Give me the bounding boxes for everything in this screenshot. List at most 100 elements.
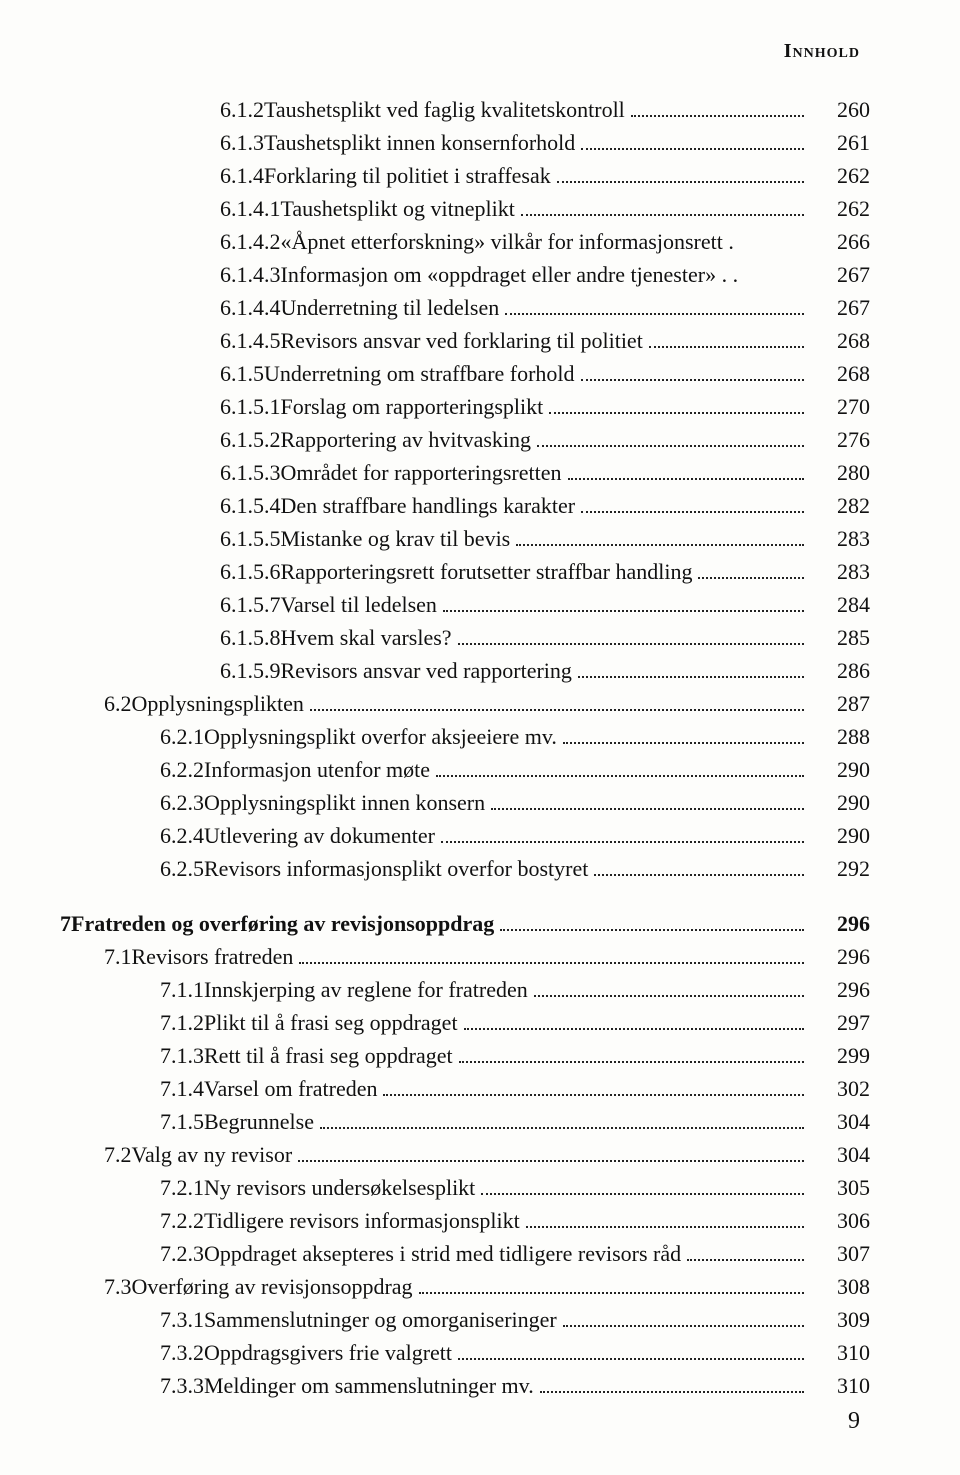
toc-entry-page: 290: [810, 786, 870, 819]
toc-entry: 6.1.4.4 Underretning til ledelsen267: [60, 291, 870, 324]
toc-entry-page: 266: [810, 225, 870, 258]
toc-entry-title: Informasjon om «oppdraget eller andre tj…: [281, 258, 739, 291]
toc-entry-page: 283: [810, 555, 870, 588]
toc-entry-number: 6.1.5.4: [220, 489, 281, 522]
toc-leader-dots: [481, 1175, 804, 1195]
toc-list: 6.1.2 Taushetsplikt ved faglig kvalitets…: [60, 93, 870, 1402]
toc-entry-title: Overføring av revisjonsoppdrag: [132, 1270, 413, 1303]
toc-entry: 6.1.5.5 Mistanke og krav til bevis283: [60, 522, 870, 555]
toc-entry-page: 267: [810, 258, 870, 291]
toc-entry-title: Taushetsplikt ved faglig kvalitetskontro…: [264, 93, 625, 126]
toc-leader-dots: [320, 1109, 804, 1129]
toc-entry-title: Valg av ny revisor: [132, 1138, 293, 1171]
toc-entry-page: 287: [810, 687, 870, 720]
toc-entry-title: Forklaring til politiet i straffesak: [264, 159, 551, 192]
toc-leader-dots: [419, 1274, 804, 1294]
toc-entry-number: 6.1.5.9: [220, 654, 281, 687]
toc-entry-title: Revisors fratreden: [132, 940, 294, 973]
toc-leader-dots: [464, 1010, 804, 1030]
toc-entry-number: 7.2.1: [160, 1171, 204, 1204]
toc-entry-page: 268: [810, 357, 870, 390]
toc-entry: 6.1.5 Underretning om straffbare forhold…: [60, 357, 870, 390]
toc-entry: 6.2.4 Utlevering av dokumenter290: [60, 819, 870, 852]
toc-entry-page: 282: [810, 489, 870, 522]
toc-entry: 7.1.4 Varsel om fratreden302: [60, 1072, 870, 1105]
toc-entry: 6.1.5.1 Forslag om rapporteringsplikt270: [60, 390, 870, 423]
toc-entry-title: Taushetsplikt innen konsernforhold: [264, 126, 575, 159]
toc-entry-title: Området for rapporteringsretten: [281, 456, 562, 489]
toc-entry-page: 304: [810, 1138, 870, 1171]
toc-entry-title: Revisors ansvar ved forklaring til polit…: [281, 324, 643, 357]
toc-entry-page: 292: [810, 852, 870, 885]
toc-leader-dots: [441, 823, 804, 843]
toc-entry-title: Underretning til ledelsen: [281, 291, 500, 324]
toc-entry: 6.1.5.4 Den straffbare handlings karakte…: [60, 489, 870, 522]
toc-entry: 6.1.4.1 Taushetsplikt og vitneplikt262: [60, 192, 870, 225]
toc-entry-number: 6.1.4: [220, 159, 264, 192]
toc-entry: 6.2.5 Revisors informasjonsplikt overfor…: [60, 852, 870, 885]
toc-entry-number: 6.1.2: [220, 93, 264, 126]
toc-entry-title: Revisors informasjonsplikt overfor bosty…: [204, 852, 588, 885]
toc-entry-page: 285: [810, 621, 870, 654]
toc-entry: 7.3.1 Sammenslutninger og omorganisering…: [60, 1303, 870, 1336]
toc-entry-page: 262: [810, 159, 870, 192]
toc-entry-page: 297: [810, 1006, 870, 1039]
toc-leader-dots: [443, 592, 804, 612]
toc-entry: 6.1.5.6 Rapporteringsrett forutsetter st…: [60, 555, 870, 588]
toc-entry: 7.2.3 Oppdraget aksepteres i strid med t…: [60, 1237, 870, 1270]
toc-entry-title: Meldinger om sammenslutninger mv.: [204, 1369, 534, 1402]
toc-leader-dots: [594, 856, 804, 876]
toc-entry-number: 7.1.3: [160, 1039, 204, 1072]
toc-entry-title: Forslag om rapporteringsplikt: [281, 390, 544, 423]
toc-entry: 6.2.2 Informasjon utenfor møte290: [60, 753, 870, 786]
toc-entry-title: Opplysningsplikt innen konsern: [204, 786, 485, 819]
toc-entry-number: 7.2.2: [160, 1204, 204, 1237]
toc-leader-dots: [578, 658, 804, 678]
toc-entry-page: 262: [810, 192, 870, 225]
toc-entry: 6.1.4 Forklaring til politiet i straffes…: [60, 159, 870, 192]
toc-entry-page: 261: [810, 126, 870, 159]
toc-entry: 7.1 Revisors fratreden296: [60, 940, 870, 973]
toc-entry-number: 6.1.4.2: [220, 225, 281, 258]
toc-entry: 6.1.5.2 Rapportering av hvitvasking276: [60, 423, 870, 456]
toc-entry-title: Sammenslutninger og omorganiseringer: [204, 1303, 557, 1336]
toc-entry: 7.3.2 Oppdragsgivers frie valgrett310: [60, 1336, 870, 1369]
toc-entry-number: 6.1.4.4: [220, 291, 281, 324]
toc-entry-page: 309: [810, 1303, 870, 1336]
toc-leader-dots: [459, 1043, 804, 1063]
toc-entry-page: 260: [810, 93, 870, 126]
toc-entry: 6.1.5.7 Varsel til ledelsen284: [60, 588, 870, 621]
toc-entry-page: 307: [810, 1237, 870, 1270]
toc-leader-dots: [383, 1076, 804, 1096]
toc-entry-page: 305: [810, 1171, 870, 1204]
toc-entry-number: 6.2: [104, 687, 132, 720]
toc-entry-number: 6.1.5.7: [220, 588, 281, 621]
toc-leader-dots: [557, 163, 804, 183]
toc-entry-title: Rapporteringsrett forutsetter straffbar …: [281, 555, 693, 588]
toc-entry-page: 268: [810, 324, 870, 357]
toc-entry-title: Ny revisors undersøkelsesplikt: [204, 1171, 475, 1204]
toc-entry-title: Opplysningsplikten: [132, 687, 304, 720]
toc-entry-number: 6.1.4.5: [220, 324, 281, 357]
toc-entry-number: 7.3.3: [160, 1369, 204, 1402]
toc-entry-page: 308: [810, 1270, 870, 1303]
toc-entry: 7.1.1 Innskjerping av reglene for fratre…: [60, 973, 870, 1006]
toc-entry-title: Rett til å frasi seg oppdraget: [204, 1039, 453, 1072]
toc-leader-dots: [631, 97, 804, 117]
toc-entry: 6.1.4.5 Revisors ansvar ved forklaring t…: [60, 324, 870, 357]
toc-leader-dots: [687, 1241, 804, 1261]
toc-entry-title: Varsel om fratreden: [204, 1072, 377, 1105]
toc-entry-title: «Åpnet etterforskning» vilkår for inform…: [281, 225, 734, 258]
toc-entry-number: 6.1.5.8: [220, 621, 281, 654]
toc-entry: 7 Fratreden og overføring av revisjonsop…: [60, 907, 870, 940]
toc-entry-page: 290: [810, 753, 870, 786]
toc-leader-dots: [581, 493, 804, 513]
toc-entry-number: 6.1.3: [220, 126, 264, 159]
toc-leader-dots: [436, 757, 804, 777]
toc-entry-number: 7.1: [104, 940, 132, 973]
toc-leader-dots: [581, 361, 804, 381]
toc-entry-number: 7.3: [104, 1270, 132, 1303]
toc-leader-dots: [299, 944, 804, 964]
toc-entry-number: 6.1.5.5: [220, 522, 281, 555]
toc-entry-number: 7.1.1: [160, 973, 204, 1006]
